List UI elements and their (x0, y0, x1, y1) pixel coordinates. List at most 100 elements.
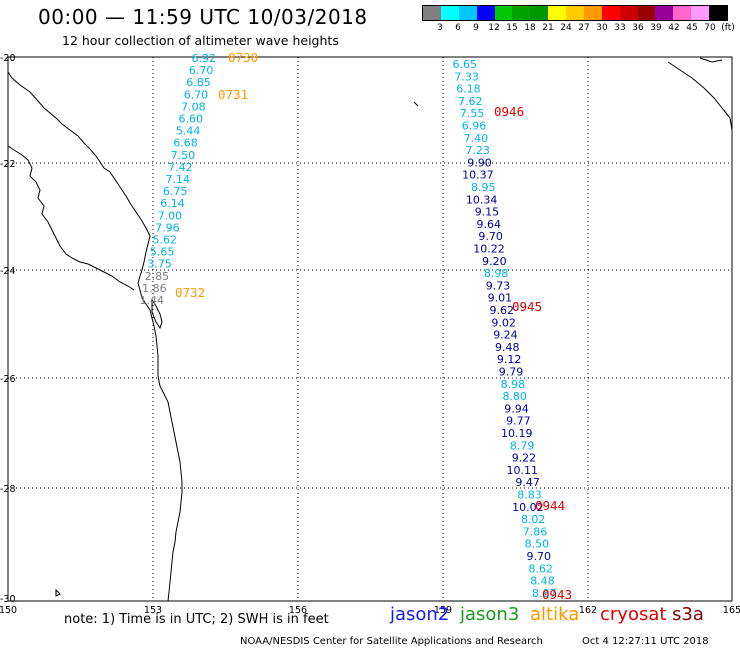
color-scale-label: 33 (614, 23, 626, 33)
latitude-label: -22 (0, 159, 16, 170)
color-scale-label: 42 (668, 23, 680, 33)
swh-observation: 5.44 (176, 125, 201, 138)
swh-observation: 7.42 (168, 161, 193, 174)
swh-observation: 8.98 (484, 267, 509, 280)
lat-lon-grid (8, 57, 732, 601)
pass-time: 0731 (218, 87, 248, 102)
color-scale-label: 45 (686, 23, 698, 33)
map-frame (7, 56, 733, 602)
units-note: note: 1) Time is in UTC; 2) SWH is in fe… (64, 612, 329, 627)
longitude-label: 150 (0, 605, 17, 616)
generated-timestamp: Oct 4 12:27:11 UTC 2018 (582, 636, 709, 647)
swh-observation: 6.14 (160, 197, 185, 210)
color-scale-label: 3 (437, 23, 443, 33)
swh-observation: 8.48 (530, 575, 555, 588)
swh-observation: 10.22 (473, 243, 505, 256)
color-scale-label: 18 (524, 23, 536, 33)
color-swatch (530, 6, 549, 20)
swh-observation: 9.73 (486, 279, 511, 292)
coastline (7, 57, 733, 602)
mission-label-jason2: jason2 (390, 604, 450, 625)
swh-observation: 10.02 (512, 501, 544, 514)
swh-observation: 7.62 (458, 95, 483, 108)
mission-label-jason3: jason3 (460, 604, 520, 625)
swh-observation: 9.70 (478, 230, 503, 243)
color-swatch (637, 6, 656, 20)
new-caledonia-island (667, 61, 733, 131)
swh-observation: 6.65 (453, 58, 478, 71)
swh-observation: 7.96 (155, 221, 180, 234)
swh-observation: 6.18 (456, 83, 481, 96)
swh-observation: 7.50 (171, 149, 196, 162)
swh-observation: 7.55 (460, 107, 485, 120)
swh-observation: 9.64 (477, 218, 502, 231)
longitude-label: 156 (289, 605, 307, 616)
swh-observation: 7.40 (464, 132, 489, 145)
swh-observation: 7.23 (465, 144, 490, 157)
color-swatch (548, 6, 566, 20)
color-scale-labels: 3 6 9 12 15 18 21 24 27 30 33 36 39 42 45 70 (ft) (422, 21, 735, 35)
swh-observation: 8.50 (525, 538, 550, 551)
color-scale-label: 15 (506, 23, 518, 33)
swh-observation: 8.95 (471, 181, 496, 194)
swh-observation: 7.33 (454, 70, 479, 83)
swh-observation: 8.83 (517, 489, 542, 502)
mission-label-cryosat: cryosat (600, 604, 667, 625)
wave-height-color-scale: 3 6 9 12 15 18 21 24 27 30 33 36 39 42 45 70 (ft) (422, 5, 735, 35)
color-swatch (440, 6, 459, 20)
jason2-track: 6.657.336.187.627.556.967.407.239.9010.3… (453, 58, 557, 600)
color-swatch (458, 6, 477, 20)
map-title: 00:00 — 11:59 UTC 10/03/2018 (38, 5, 368, 29)
color-scale-label: 6 (455, 23, 461, 33)
swh-observation: 9.70 (527, 550, 552, 563)
color-swatch (566, 6, 584, 20)
longitude-label: 162 (579, 605, 597, 616)
swh-observation: 9.62 (490, 304, 515, 317)
color-swatch (709, 6, 727, 20)
swh-observation: 9.90 (467, 156, 492, 169)
color-scale-label: 9 (473, 23, 479, 33)
swh-observation: 3.75 (147, 258, 172, 271)
color-swatch (619, 6, 638, 20)
pass-time: 0946 (494, 104, 524, 119)
swh-observation: 8.98 (501, 378, 526, 391)
swh-observation: 8.62 (528, 562, 553, 575)
mission-label-s3a: s3a (672, 604, 704, 625)
swh-observation: 6.70 (189, 64, 214, 77)
longitude-label: 159 (434, 605, 452, 616)
swh-observation: 6.96 (462, 120, 487, 133)
swh-observation: 10.34 (466, 193, 498, 206)
swh-observation: 6.85 (186, 76, 211, 89)
swh-observation: 7.86 (523, 525, 548, 538)
small-islet-a (413, 101, 419, 107)
latitude-label: -20 (0, 53, 16, 64)
pass-time: 0944 (535, 498, 565, 513)
pass-time-labels: 0730 0731 0732 0946 0945 0944 0943 (175, 50, 572, 602)
axis-labels: 150 153 156 159 162 165 -20 -22 -24 -26 -28 -30 (0, 53, 740, 616)
swh-observation: 10.37 (462, 169, 494, 182)
swh-observation: 9.20 (482, 255, 507, 268)
swh-observation: 9.02 (491, 316, 516, 329)
swh-observation: 1.44 (140, 294, 165, 307)
color-scale-label: 12 (488, 23, 500, 33)
latitude-label: -24 (0, 266, 16, 277)
color-swatch (601, 6, 620, 20)
cape-york-fragment (7, 145, 135, 291)
australia-east-coast (7, 71, 183, 602)
swh-observation: 6.75 (163, 185, 188, 198)
swh-observation: 5.65 (150, 246, 175, 259)
color-swatch (423, 6, 441, 20)
color-swatch (512, 6, 531, 20)
swh-observation: 9.94 (504, 402, 529, 415)
pass-time: 0943 (542, 587, 572, 602)
mission-label-altika: altika (530, 604, 580, 625)
pass-time: 0730 (228, 50, 258, 65)
color-scale-label: 30 (596, 23, 608, 33)
swh-observation: 8.87 (532, 587, 557, 600)
swh-observation: 10.11 (507, 464, 539, 477)
swh-observation: 8.80 (502, 390, 527, 403)
latitude-label: -28 (0, 484, 16, 495)
color-scale-label: 21 (542, 23, 554, 33)
swh-observation: 8.79 (510, 439, 535, 452)
